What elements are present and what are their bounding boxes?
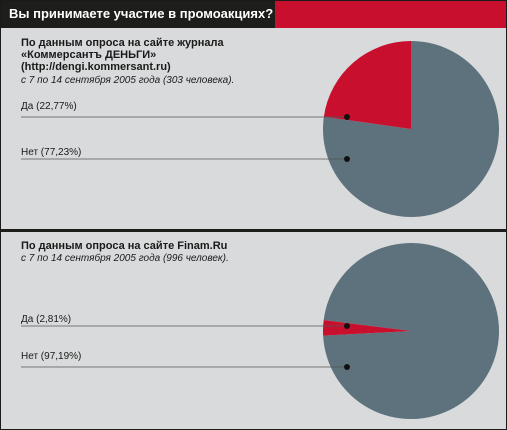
survey-2-label-no: Нет (97,19%) [21,351,82,362]
survey-2-meta: с 7 по 14 сентября 2005 года (996 челове… [21,253,229,264]
pie-1-slice-no [322,41,499,217]
page-title: Вы принимаете участие в промоакциях? [9,6,274,21]
survey-2-heading-line: По данным опроса на сайте Finam.Ru [21,240,228,252]
pie-2-slice-no [323,243,500,420]
survey-2-label-yes: Да (2,81%) [21,314,72,325]
section-divider [1,229,506,232]
pie-1-slice-yes [323,40,411,129]
pie-2-leader-dot-no [344,364,350,370]
survey-1-label-no: Нет (77,23%) [21,147,82,158]
header-accent [275,1,506,28]
survey-1-heading-line: (http://dengi.kommersant.ru) [21,61,171,73]
pie-1-leader-dot-yes [344,114,350,120]
survey-1-heading-line: «Коммерсантъ ДЕНЬГИ» [21,49,157,61]
survey-1-label-yes: Да (22,77%) [21,101,77,112]
survey-1-heading: По данным опроса на сайте журнала «Комме… [21,37,224,73]
survey-1-meta: с 7 по 14 сентября 2005 года (303 челове… [21,75,235,86]
survey-2-heading: По данным опроса на сайте Finam.Ru [21,240,227,252]
survey-1-heading-line: По данным опроса на сайте журнала [21,37,224,49]
pie-1-leader-dot-no [344,156,350,162]
pie-2-leader-dot-yes [344,323,350,329]
